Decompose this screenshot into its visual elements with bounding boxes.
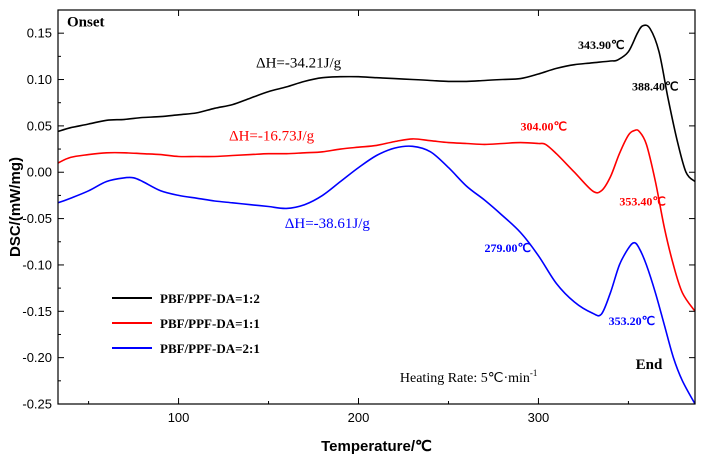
- series-line-2: [57, 129, 696, 312]
- annotation-label: ΔH=-16.73J/g: [229, 129, 315, 145]
- annotation-label: 388.40℃: [632, 80, 678, 94]
- annotation-label: 353.20℃: [609, 314, 655, 328]
- y-tick-label: -0.15: [22, 304, 52, 319]
- annotation-label: End: [636, 357, 663, 373]
- heating-rate-label: Heating Rate: 5℃·min-1: [400, 368, 538, 386]
- annotation-label: 353.40℃: [619, 195, 665, 209]
- x-tick-label: 200: [348, 410, 370, 425]
- x-tick-label: 300: [528, 410, 550, 425]
- legend: PBF/PPF-DA=1:2 PBF/PPF-DA=1:1 PBF/PPF-DA=2…: [112, 291, 260, 356]
- y-axis-title: DSC/(mW/mg): [7, 157, 24, 257]
- y-tick-label: -0.05: [22, 211, 52, 226]
- y-tick-label: -0.20: [22, 350, 52, 365]
- y-tick-label: 0.05: [27, 118, 52, 133]
- annotation-label: 343.90℃: [578, 38, 624, 52]
- series-group: [57, 24, 696, 405]
- y-tick-label: 0.15: [27, 26, 52, 41]
- annotations: Onset End ΔH=-34.21J/g ΔH=-16.73J/g ΔH=-38.6…: [67, 15, 679, 386]
- annotation-label: Onset: [67, 15, 105, 31]
- x-tick-label: 100: [168, 410, 190, 425]
- series-line-1: [57, 24, 696, 183]
- legend-label-3: PBF/PPF-DA=2:1: [160, 341, 260, 356]
- annotation-label: ΔH=-34.21J/g: [256, 55, 342, 71]
- annotation-label: ΔH=-38.61J/g: [285, 216, 371, 232]
- y-tick-label: 0.00: [27, 165, 52, 180]
- y-tick-label: -0.10: [22, 257, 52, 272]
- annotation-label: 279.00℃: [484, 241, 530, 255]
- y-tick-label: 0.10: [27, 72, 52, 87]
- series-line-3: [57, 145, 696, 405]
- annotation-label: 304.00℃: [520, 120, 566, 134]
- legend-label-2: PBF/PPF-DA=1:1: [160, 316, 260, 331]
- plot-frame: [57, 9, 696, 405]
- x-axis-title: Temperature/℃: [321, 438, 432, 455]
- y-tick-label: -0.25: [22, 397, 52, 412]
- legend-label-1: PBF/PPF-DA=1:2: [160, 291, 260, 306]
- axes: 100 200 300 -0.25 -0.20 -0.15 -0.10 -0.05 0.00 0.…: [22, 9, 696, 425]
